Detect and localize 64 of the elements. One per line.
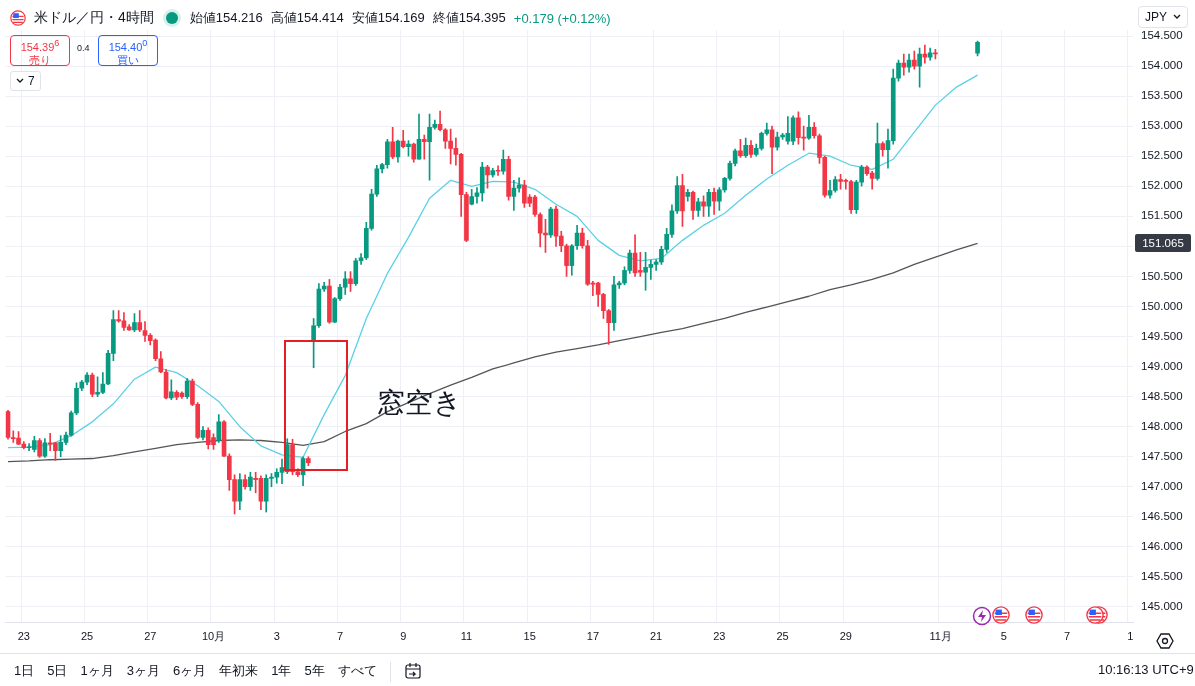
x-tick-label: 7 <box>336 629 344 642</box>
y-tick-label: 152.000 <box>1141 179 1183 192</box>
y-tick-label: 148.000 <box>1141 419 1183 432</box>
x-tick-label: 11 <box>460 629 473 642</box>
text: 1年 <box>271 662 292 680</box>
y-tick-label: 150.000 <box>1141 299 1183 312</box>
y-tick-label: 147.500 <box>1141 449 1183 462</box>
x-tick-label: 7 <box>1064 629 1071 642</box>
y-tick-label: 149.000 <box>1141 359 1183 372</box>
x-tick-label: 11月 <box>929 629 952 642</box>
text: 10:16:13 UTC+9 <box>1098 662 1194 677</box>
text: 始値154.216 <box>189 9 263 27</box>
x-tick-label: 1 <box>1127 629 1134 642</box>
y-tick-label: 149.500 <box>1141 329 1183 342</box>
chart-title: 米ドル／円・4時間 <box>34 9 154 27</box>
y-tick-label: 150.500 <box>1141 269 1183 282</box>
y-tick-label: 146.000 <box>1141 540 1183 553</box>
text: 1ヶ月 <box>80 662 114 680</box>
text: 1日 <box>14 662 35 680</box>
x-tick-label: 15 <box>523 629 536 642</box>
annotation: 154.40$^{0}$ <box>107 37 149 54</box>
candlestick <box>616 280 622 289</box>
x-tick-label: 29 <box>839 629 852 642</box>
x-tick-label: 9 <box>400 629 407 642</box>
candlestick <box>637 252 643 277</box>
text: 6ヶ月 <box>172 662 207 680</box>
x-tick-label: 23 <box>713 629 726 642</box>
annotation: 0.4 <box>77 43 90 53</box>
x-tick-label: 27 <box>144 629 157 642</box>
text: 5日 <box>47 662 68 680</box>
text: 年初来 <box>219 662 259 680</box>
y-tick-label: 154.000 <box>1141 59 1183 72</box>
y-tick-label: 146.500 <box>1141 509 1183 522</box>
x-tick-label: 21 <box>650 629 663 642</box>
x-tick-label: 5 <box>1000 629 1007 642</box>
annotation: 7 <box>28 74 35 88</box>
y-tick-label: 153.500 <box>1141 89 1183 102</box>
y-tick-label: 154.500 <box>1141 29 1183 42</box>
text: 終値154.395 <box>432 9 506 27</box>
x-tick-label: 25 <box>776 629 789 642</box>
y-tick-label: 153.000 <box>1141 119 1183 132</box>
y-tick-label: 151.500 <box>1141 209 1183 222</box>
y-tick-label: 147.000 <box>1141 479 1183 492</box>
annotation: 買い <box>116 53 140 67</box>
text: JPY <box>1145 10 1168 24</box>
text: 高値154.414 <box>270 9 344 27</box>
text: +0.179 (+0.12%) <box>513 10 611 26</box>
y-tick-label: 152.500 <box>1141 149 1183 162</box>
x-tick-label: 10月 <box>201 629 226 642</box>
candlestick <box>421 134 427 160</box>
text: 安値154.169 <box>351 9 425 27</box>
x-tick-label: 25 <box>80 629 94 642</box>
x-tick-label: 17 <box>586 629 600 642</box>
x-tick-label: 3 <box>273 629 280 642</box>
text: 3ヶ月 <box>126 662 160 680</box>
text: すべて <box>337 662 377 680</box>
text: 151.065 <box>1135 234 1191 253</box>
x-tick-label: 23 <box>17 629 30 642</box>
text: 5年 <box>304 662 325 680</box>
candlestick <box>495 165 501 176</box>
y-tick-label: 148.500 <box>1141 389 1183 402</box>
y-tick-label: 145.000 <box>1141 600 1183 613</box>
y-tick-label: 145.500 <box>1141 570 1183 583</box>
annotation: 154.39$^{6}$ <box>19 37 61 54</box>
